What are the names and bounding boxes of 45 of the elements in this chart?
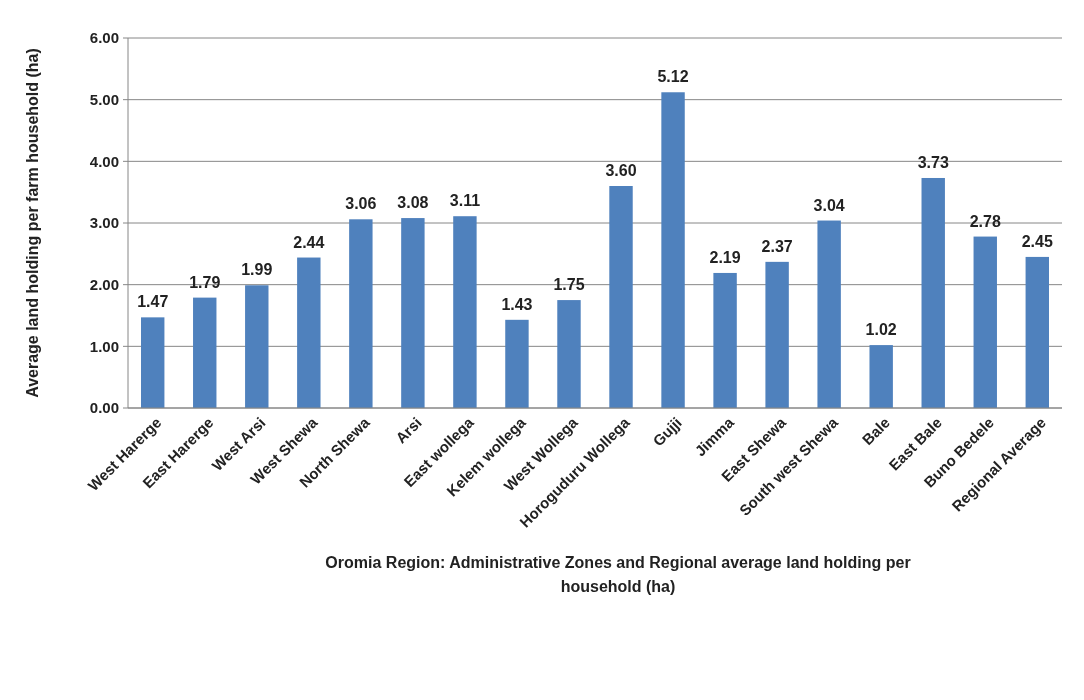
data-label: 2.78: [969, 212, 1001, 230]
y-tick-label: 5.00: [89, 90, 119, 108]
bar: [401, 218, 425, 408]
data-label: 3.04: [813, 196, 845, 214]
data-label: 1.43: [501, 295, 533, 313]
data-label: 1.75: [553, 276, 585, 294]
bar: [245, 285, 269, 408]
data-label: 1.99: [241, 261, 273, 279]
bar: [817, 220, 841, 408]
bar: [141, 317, 165, 408]
bar: [453, 216, 477, 408]
data-label: 3.73: [917, 153, 949, 171]
data-label: 1.02: [865, 321, 897, 339]
y-axis-title: Average land holding per farm household (ha): [24, 48, 41, 398]
data-label: 5.12: [657, 68, 689, 86]
data-label: 2.44: [293, 233, 325, 251]
y-tick-label: 6.00: [89, 29, 119, 47]
data-label: 1.79: [189, 273, 221, 291]
y-tick-label: 1.00: [89, 337, 119, 355]
data-label: 1.47: [137, 293, 169, 311]
bar: [869, 345, 893, 408]
bar: [1025, 256, 1049, 408]
data-label: 3.11: [449, 192, 481, 210]
bar: [193, 297, 217, 408]
bar: [921, 177, 945, 408]
bar: [505, 319, 529, 408]
y-tick-label: 0.00: [89, 399, 119, 417]
bar: [609, 186, 633, 408]
data-label: 2.45: [1021, 232, 1053, 250]
bar: [765, 261, 789, 408]
data-label: 2.37: [761, 237, 793, 255]
y-tick-label: 3.00: [89, 214, 119, 232]
data-label: 3.06: [345, 195, 377, 213]
y-tick-label: 2.00: [89, 275, 119, 293]
bar: [661, 92, 685, 408]
x-axis-title: Oromia Region: Administrative Zones and Regional average land holding per household (ha): [325, 554, 911, 595]
data-label: 3.60: [605, 162, 637, 179]
bar: [349, 219, 373, 408]
data-label: 2.19: [709, 248, 741, 266]
bar: [713, 272, 737, 408]
bar: [557, 300, 581, 408]
bar: [297, 257, 321, 408]
bar: [973, 236, 997, 408]
data-label: 3.08: [397, 194, 429, 212]
y-tick-label: 4.00: [89, 152, 119, 170]
